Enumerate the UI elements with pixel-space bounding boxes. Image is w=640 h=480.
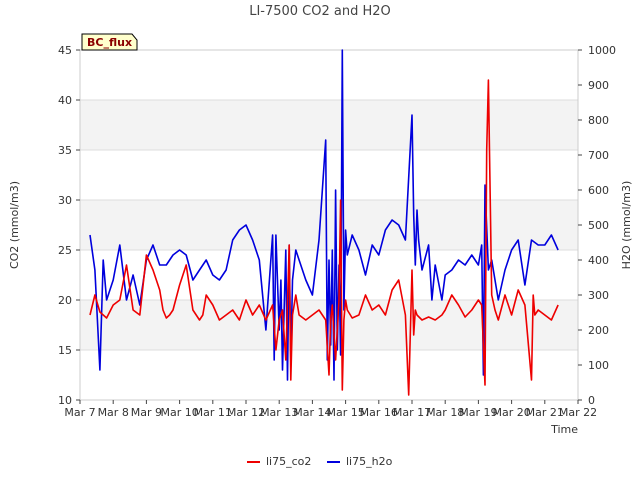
legend: li75_co2 li75_h2o bbox=[247, 455, 393, 468]
band-3 bbox=[80, 200, 578, 250]
right-tick-label-8: 800 bbox=[588, 114, 609, 127]
right-axis-label: H2O (mmol/m3) bbox=[620, 181, 633, 270]
left-tick-label-0: 10 bbox=[58, 394, 72, 407]
left-tick-label-3: 25 bbox=[58, 244, 72, 257]
x-tick-label-3: Mar 10 bbox=[160, 406, 198, 419]
right-tick-label-9: 900 bbox=[588, 79, 609, 92]
x-tick-label-5: Mar 12 bbox=[227, 406, 265, 419]
x-axis-label: Time bbox=[550, 423, 578, 436]
badge: BC_flux bbox=[81, 33, 138, 51]
series-line-li75_h2o bbox=[89, 49, 559, 381]
x-tick-label-2: Mar 9 bbox=[131, 406, 162, 419]
left-tick-label-6: 40 bbox=[58, 94, 72, 107]
right-tick-label-3: 300 bbox=[588, 289, 609, 302]
band-1 bbox=[80, 300, 578, 350]
right-tick-label-5: 500 bbox=[588, 219, 609, 232]
x-tick-label-0: Mar 7 bbox=[64, 406, 95, 419]
right-tick-label-1: 100 bbox=[588, 359, 609, 372]
x-tick-label-1: Mar 8 bbox=[98, 406, 129, 419]
x-tick-label-13: Mar 20 bbox=[492, 406, 530, 419]
right-tick-label-10: 1000 bbox=[588, 44, 616, 57]
badge-label: BC_flux bbox=[87, 36, 132, 49]
series-line-li75_co2 bbox=[89, 79, 559, 396]
x-tick-label-8: Mar 15 bbox=[326, 406, 364, 419]
left-axis-ticks: 10 15 20 25 30 35 40 45 bbox=[58, 44, 80, 407]
badge-shape bbox=[81, 33, 138, 51]
left-tick-label-1: 15 bbox=[58, 344, 72, 357]
band-5 bbox=[80, 100, 578, 150]
left-tick-label-4: 30 bbox=[58, 194, 72, 207]
legend-label-h2o: li75_h2o bbox=[346, 455, 393, 468]
x-tick-label-11: Mar 18 bbox=[426, 406, 464, 419]
x-tick-label-12: Mar 19 bbox=[459, 406, 497, 419]
x-tick-label-9: Mar 16 bbox=[360, 406, 398, 419]
right-axis-ticks: 0 100 200 300 400 500 600 700 800 900 1000 bbox=[578, 44, 616, 407]
right-tick-label-2: 200 bbox=[588, 324, 609, 337]
right-tick-label-4: 400 bbox=[588, 254, 609, 267]
right-tick-label-0: 0 bbox=[588, 394, 595, 407]
left-axis-label: CO2 (mmol/m3) bbox=[8, 181, 21, 269]
legend-label-co2: li75_co2 bbox=[266, 455, 311, 468]
background-bands bbox=[80, 100, 578, 350]
x-tick-label-15: Mar 22 bbox=[559, 406, 597, 419]
x-tick-label-10: Mar 17 bbox=[393, 406, 431, 419]
right-tick-label-6: 600 bbox=[588, 184, 609, 197]
x-tick-label-6: Mar 13 bbox=[260, 406, 298, 419]
x-tick-label-14: Mar 21 bbox=[526, 406, 564, 419]
series-layer bbox=[89, 49, 559, 396]
x-tick-label-7: Mar 14 bbox=[293, 406, 331, 419]
right-tick-label-7: 700 bbox=[588, 149, 609, 162]
x-tick-label-4: Mar 11 bbox=[194, 406, 232, 419]
left-tick-label-7: 45 bbox=[58, 44, 72, 57]
left-tick-label-2: 20 bbox=[58, 294, 72, 307]
chart-title: LI-7500 CO2 and H2O bbox=[249, 4, 391, 19]
left-tick-label-5: 35 bbox=[58, 144, 72, 157]
